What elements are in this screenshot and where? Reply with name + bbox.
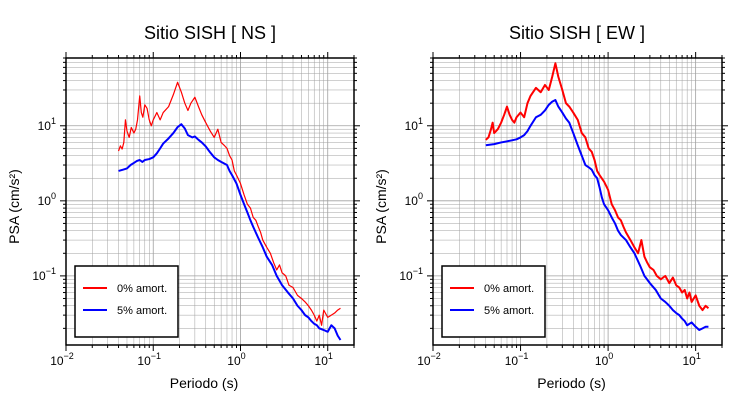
chart-panel-2: 10−2 10−1 100 101 10−1 100 101 Sitio SISH [ EW … [373,23,728,391]
grid [66,58,354,345]
plot-frame [432,57,723,346]
x-axis-label: Periodo (s) [537,375,605,391]
legend: 0% amort. 5% amort. [74,265,179,338]
legend-label: 5% amort. [484,305,534,317]
series-line-blue [118,123,342,341]
x-tick-label: 10−2 [50,351,74,368]
chart-title: Sitio SISH [ NS ] [144,23,276,43]
y-axis-label: PSA (cm/s²) [373,169,389,244]
plot-frame [65,57,355,346]
y-tick-label: 10−1 [399,266,423,283]
chart-title: Sitio SISH [ EW ] [509,23,645,43]
chart-panel-1: 10−2 10−1 100 101 10−1 100 101 Sitio SISH [ NS … [6,23,360,391]
series-line-blue [485,99,709,332]
y-tick-label: 100 [38,191,56,208]
y-tick-label: 101 [38,116,56,133]
x-tick-label: 101 [682,351,700,368]
y-axis-label: PSA (cm/s²) [6,169,22,244]
legend-box [441,265,546,338]
x-tick-label: 10−1 [137,351,161,368]
legend-label: 0% amort. [117,283,167,295]
series-line-red [117,81,341,326]
series-line-red [485,62,710,312]
x-tick-label: 100 [595,351,613,368]
y-tick-label: 101 [405,116,423,133]
legend-label: 5% amort. [117,305,167,317]
y-tick-label: 100 [405,191,423,208]
legend-box [74,265,179,338]
x-tick-label: 100 [227,351,245,368]
tick-marks [427,52,728,351]
x-tick-label: 10−2 [417,351,441,368]
y-tick-label: 10−1 [32,266,56,283]
x-tick-label: 101 [315,351,333,368]
x-axis-label: Periodo (s) [170,375,238,391]
legend: 0% amort. 5% amort. [441,265,546,338]
tick-marks [60,52,360,351]
legend-label: 0% amort. [484,283,534,295]
x-tick-label: 10−1 [505,351,529,368]
